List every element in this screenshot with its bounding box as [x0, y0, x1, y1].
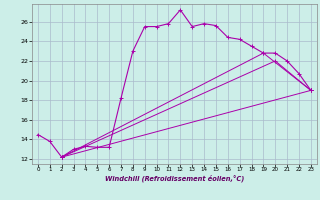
- X-axis label: Windchill (Refroidissement éolien,°C): Windchill (Refroidissement éolien,°C): [105, 175, 244, 182]
